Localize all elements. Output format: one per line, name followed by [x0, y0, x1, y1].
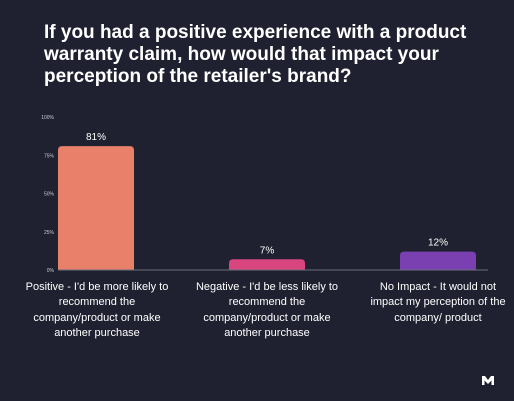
y-tick-label: 0% [47, 268, 55, 274]
chart-title: If you had a positive experience with a … [44, 22, 467, 87]
y-tick-label: 100% [41, 115, 54, 121]
bar-value-label: 81% [86, 132, 106, 143]
bar-value-label: 12% [428, 238, 448, 249]
brand-logo-icon [482, 376, 494, 385]
bar [400, 251, 476, 270]
bar [58, 146, 134, 270]
category-label-no-impact: No Impact - It would not impact my perce… [370, 281, 506, 324]
bar [229, 259, 305, 270]
y-tick-label: 25% [44, 230, 55, 236]
bar-value-label: 7% [260, 245, 275, 256]
category-label-positive: Positive - I'd be more likely to recomme… [25, 281, 169, 339]
category-label-negative: Negative - I'd be less likely to recomme… [195, 281, 339, 339]
y-tick-label: 50% [44, 192, 55, 198]
y-tick-label: 75% [44, 153, 55, 159]
